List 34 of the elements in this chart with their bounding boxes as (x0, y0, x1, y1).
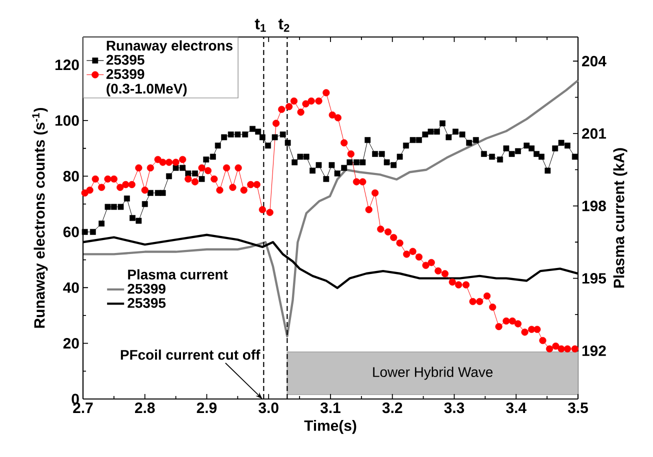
legend-label: 25399 (106, 69, 144, 80)
band-label: Lower Hybrid Wave (373, 366, 493, 380)
x-axis-title: Time(s) (304, 420, 356, 434)
y2-axis-title: Plasma current (kA) (613, 148, 628, 288)
x-tick-label: 2.9 (196, 402, 217, 414)
ref-line-label: t$_{2}$ (278, 18, 290, 32)
y-tick-label: 80 (63, 170, 79, 182)
y-tick-label: 40 (63, 282, 79, 293)
y-tick-label: 60 (63, 226, 79, 238)
y-tick-label: 20 (63, 338, 79, 349)
x-tick-label: 2.8 (135, 402, 155, 414)
x-tick-label: 3.5 (568, 402, 588, 414)
legend-title: Runaway electrons (106, 40, 232, 54)
x-tick-label: 3.2 (382, 402, 402, 414)
y-tick-label: 100 (55, 115, 79, 126)
y2-tick-label: 192 (582, 345, 606, 356)
x-tick-label: 2.7 (73, 402, 93, 413)
legend-label: 25395 (106, 54, 144, 65)
annotation: PFcoil current cut off (120, 350, 260, 360)
x-tick-label: 3.3 (444, 402, 464, 414)
x-tick-label: 3.0 (258, 402, 278, 414)
y2-tick-label: 204 (582, 56, 606, 66)
y-tick-label: 120 (55, 60, 79, 70)
y2-tick-label: 198 (582, 200, 606, 212)
ref-line-label: t$_{1}$ (254, 18, 266, 32)
y2-tick-label: 195 (582, 273, 606, 284)
annotation: Plasma current (128, 269, 228, 280)
x-tick-label: 3.4 (506, 402, 526, 414)
legend-label: 25395 (128, 298, 166, 308)
legend-label: 25399 (128, 284, 166, 294)
annotation: (0.3-1.0MeV) (106, 83, 187, 96)
x-tick-label: 3.1 (320, 402, 340, 414)
y2-tick-label: 201 (582, 128, 606, 139)
y-axis-title: Runaway electrons counts (s$^{-1}$) (32, 108, 48, 328)
